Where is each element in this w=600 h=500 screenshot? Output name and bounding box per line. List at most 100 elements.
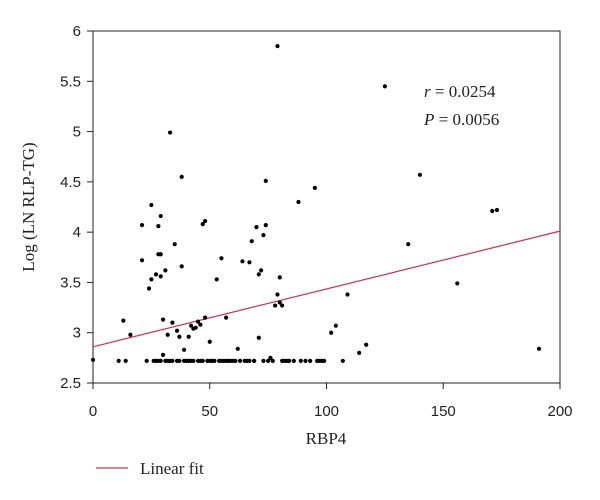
scatter-point: [275, 43, 280, 49]
y-tick-label: 4: [73, 224, 81, 241]
scatter-point: [277, 300, 282, 305]
scatter-point: [172, 242, 177, 247]
scatter-point: [200, 358, 205, 363]
scatter-point: [233, 358, 238, 363]
scatter-point: [167, 130, 173, 135]
scatter-point: [256, 335, 261, 340]
scatter-point: [200, 221, 205, 227]
scatter-point: [247, 358, 252, 363]
y-axis-ticks: 2.5 3 3.5 4 4.5 5 5.5 6: [60, 23, 93, 392]
scatter-point: [207, 339, 212, 344]
scatter-point: [261, 358, 266, 363]
scatter-point: [121, 318, 126, 323]
scatter-point: [170, 320, 175, 325]
scatter-point: [266, 358, 271, 363]
scatter-point: [195, 319, 201, 324]
scatter-point: [238, 358, 243, 363]
scatter-point: [158, 274, 163, 279]
scatter-point: [198, 322, 203, 327]
y-tick-label: 5.5: [60, 73, 81, 90]
scatter-point: [490, 208, 495, 214]
scatter-point: [303, 358, 308, 363]
scatter-point: [312, 185, 317, 190]
scatter-point: [291, 358, 296, 363]
scatter-point: [191, 358, 196, 363]
scatter-point: [158, 358, 163, 363]
scatter-point: [382, 84, 387, 89]
scatter-point: [364, 342, 369, 347]
scatter-point: [536, 346, 542, 351]
scatter-point: [322, 358, 327, 363]
y-tick-label: 3.5: [60, 274, 81, 291]
x-tick-label: 0: [89, 403, 97, 420]
scatter-point: [128, 332, 133, 337]
scatter-point: [259, 268, 264, 273]
scatter-point: [254, 225, 259, 230]
x-axis-label: RBP4: [306, 429, 347, 448]
scatter-point: [214, 277, 219, 282]
scatter-point: [275, 292, 280, 297]
scatter-point: [329, 330, 334, 335]
scatter-point: [139, 258, 145, 263]
scatter-point: [249, 239, 254, 244]
scatter-point: [179, 264, 184, 269]
scatter-point: [170, 358, 175, 363]
scatter-point: [240, 259, 245, 264]
scatter-point: [263, 223, 268, 228]
scatter-point: [277, 275, 282, 280]
legend-fit-label: Linear fit: [140, 459, 204, 478]
scatter-point: [149, 277, 154, 282]
scatter-point: [357, 350, 362, 355]
scatter-point: [186, 334, 191, 339]
scatter-point: [156, 224, 161, 229]
scatter-point: [268, 355, 273, 360]
scatter-point: [193, 325, 198, 330]
scatter-point: [163, 268, 168, 273]
scatter-point: [139, 223, 145, 228]
y-axis-label: Log (LN RLP-TG): [19, 142, 38, 271]
scatter-point: [494, 207, 500, 213]
scatter-point: [144, 358, 149, 363]
scatter-point: [202, 315, 208, 320]
scatter-point: [179, 174, 184, 179]
x-tick-label: 150: [431, 403, 456, 420]
scatter-point: [287, 358, 292, 363]
scatter-point: [177, 334, 182, 339]
scatter-point: [188, 323, 194, 328]
y-tick-label: 2.5: [60, 375, 81, 392]
r-annotation: r = 0.0254: [424, 82, 496, 101]
scatter-point: [219, 256, 224, 261]
linear-fit-line: [92, 230, 561, 348]
scatter-point: [455, 281, 460, 286]
scatter-point: [177, 358, 182, 363]
scatter-point: [153, 272, 159, 277]
x-tick-label: 100: [314, 403, 339, 420]
scatter-point: [252, 358, 257, 363]
scatter-point: [174, 328, 180, 333]
scatter-point: [417, 172, 422, 177]
scatter-point: [90, 357, 96, 362]
scatter-point: [340, 358, 345, 363]
y-tick-label: 6: [73, 23, 81, 40]
scatter-point: [256, 272, 261, 277]
scatter-point: [165, 332, 170, 337]
x-axis-ticks: 0 50 100 150 200: [89, 383, 573, 420]
scatter-point: [308, 358, 313, 363]
scatter-point: [181, 347, 187, 352]
x-tick-label: 200: [547, 403, 572, 420]
p-annotation: P = 0.0056: [423, 110, 499, 129]
scatter-point: [406, 242, 411, 247]
scatter-point: [247, 260, 252, 265]
x-tick-label: 50: [201, 403, 218, 420]
scatter-point: [263, 178, 268, 183]
scatter-point: [116, 358, 121, 363]
scatter-point: [160, 352, 166, 357]
scatter-point: [212, 358, 217, 363]
scatter-point: [123, 358, 128, 363]
scatter-point: [280, 303, 285, 308]
scatter-point: [158, 252, 163, 257]
scatter-point: [296, 199, 301, 205]
y-tick-label: 4.5: [60, 174, 81, 191]
scatter-point: [235, 346, 240, 351]
